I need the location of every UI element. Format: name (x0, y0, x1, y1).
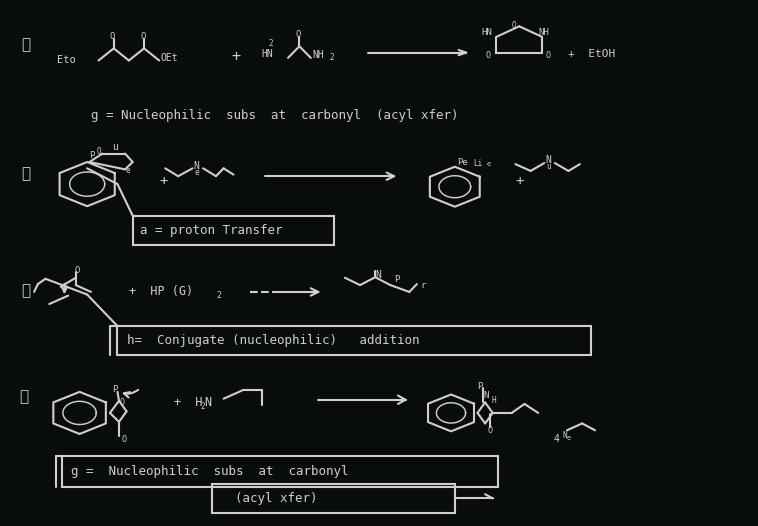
Text: +  H: + H (174, 396, 203, 409)
Text: Li: Li (473, 158, 482, 168)
Text: h=  Conjugate (nucleophilic)   addition: h= Conjugate (nucleophilic) addition (127, 334, 419, 347)
Text: 2: 2 (201, 401, 205, 411)
Text: P: P (394, 275, 399, 285)
Text: H: H (491, 396, 496, 406)
Text: N: N (546, 155, 552, 166)
Text: NH: NH (538, 28, 549, 37)
Text: +  HP (G): + HP (G) (129, 286, 193, 298)
Text: ①: ① (21, 37, 30, 52)
Text: ③: ③ (21, 283, 30, 298)
Text: Pe: Pe (457, 157, 468, 167)
Text: u: u (112, 142, 118, 153)
Text: HN: HN (262, 48, 274, 59)
Text: e: e (487, 161, 491, 167)
Text: e: e (195, 167, 199, 177)
Text: O: O (140, 32, 146, 42)
Text: N: N (193, 160, 199, 171)
Text: O: O (546, 50, 551, 60)
Text: O: O (487, 426, 493, 435)
Text: a = proton Transfer: a = proton Transfer (140, 224, 283, 237)
Text: 4: 4 (553, 434, 559, 444)
Text: +: + (515, 175, 524, 188)
Text: P: P (112, 385, 117, 394)
Text: e: e (125, 166, 130, 176)
Text: O: O (485, 50, 490, 60)
Text: g =  Nucleophilic  subs  at  carbonyl: g = Nucleophilic subs at carbonyl (71, 465, 349, 478)
Text: +: + (231, 49, 240, 64)
Text: O: O (74, 266, 80, 276)
Text: O: O (110, 32, 115, 42)
Text: g = Nucleophilic  subs  at  carbonyl  (acyl xfer): g = Nucleophilic subs at carbonyl (acyl … (91, 109, 459, 122)
Text: HN: HN (481, 28, 492, 37)
Text: N: N (375, 269, 381, 280)
Text: 2: 2 (330, 53, 334, 63)
Text: O: O (97, 147, 102, 156)
Text: O: O (121, 434, 127, 444)
Text: P: P (478, 382, 483, 391)
Text: 2: 2 (268, 38, 273, 48)
Text: N: N (205, 396, 211, 409)
Text: ②: ② (21, 166, 30, 181)
Text: O: O (512, 21, 516, 30)
Text: +: + (159, 175, 168, 188)
Text: OEt: OEt (161, 53, 178, 63)
Text: Eto: Eto (57, 55, 76, 66)
Text: O: O (120, 398, 125, 407)
Text: N: N (562, 431, 567, 440)
Text: r: r (421, 280, 426, 290)
Text: N: N (484, 391, 489, 400)
Text: u: u (546, 162, 550, 171)
Text: P: P (89, 150, 95, 160)
Text: e: e (567, 434, 572, 441)
Text: NH: NH (312, 50, 324, 60)
Text: O: O (296, 30, 301, 39)
Text: ④: ④ (19, 390, 28, 404)
Text: (acyl xfer): (acyl xfer) (235, 492, 318, 505)
Text: 2: 2 (216, 291, 221, 300)
Text: +  EtOH: + EtOH (568, 48, 615, 59)
